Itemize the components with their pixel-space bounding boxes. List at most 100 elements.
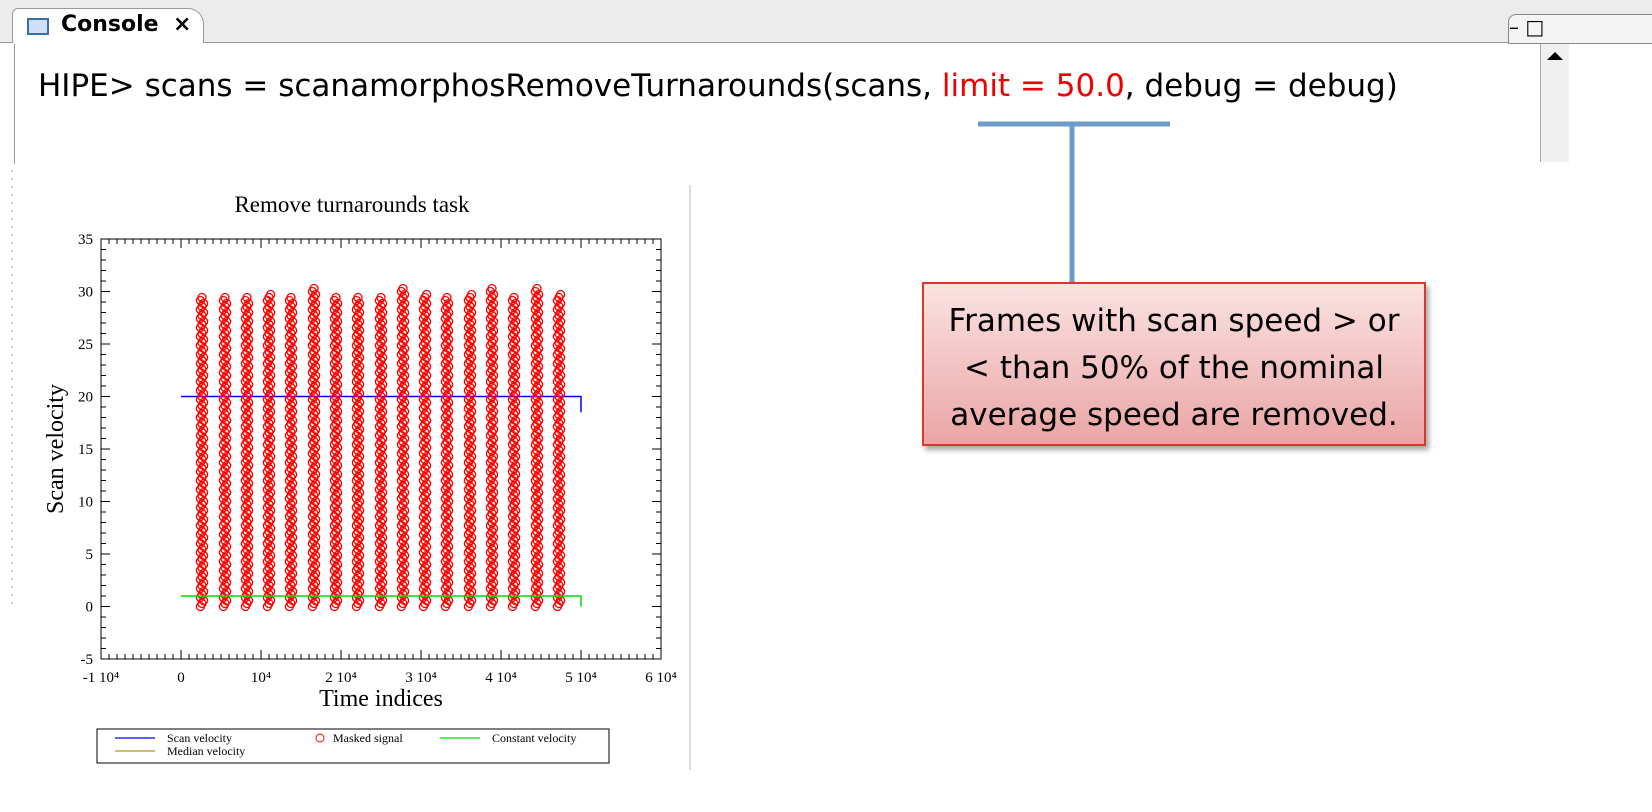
- marker-circle: [287, 550, 298, 561]
- marker-circle: [421, 397, 432, 408]
- marker-circle: [533, 568, 544, 579]
- marker-circle: [265, 514, 276, 525]
- x-tick-label: 3 10⁴: [405, 670, 436, 686]
- marker-circle: [466, 496, 477, 507]
- marker-circle: [265, 424, 276, 435]
- marker-circle: [354, 316, 365, 327]
- marker-circle: [510, 523, 521, 534]
- marker-circle: [309, 283, 319, 294]
- marker-circle: [243, 370, 254, 381]
- marker-circle: [198, 352, 209, 363]
- marker-circle: [198, 325, 209, 336]
- marker-circle: [466, 523, 477, 534]
- marker-circle: [421, 289, 432, 300]
- marker-circle: [221, 370, 232, 381]
- marker-circle: [221, 550, 232, 561]
- marker-circle: [488, 532, 499, 543]
- marker-circle: [377, 406, 388, 417]
- marker-circle: [243, 460, 254, 471]
- marker-circle: [555, 460, 566, 471]
- marker-circle: [265, 550, 276, 561]
- marker-circle: [221, 298, 232, 309]
- marker-circle: [488, 451, 499, 462]
- marker-circle: [399, 559, 410, 570]
- marker-circle: [354, 442, 365, 453]
- marker-circle: [533, 325, 544, 336]
- marker-circle: [555, 343, 566, 354]
- marker-circle: [265, 433, 276, 444]
- marker-circle: [421, 469, 432, 480]
- marker-circle: [533, 559, 544, 570]
- marker-circle: [555, 514, 566, 525]
- marker-circle: [488, 424, 499, 435]
- marker-circle: [243, 487, 254, 498]
- marker-circle: [533, 496, 544, 507]
- console-tab[interactable]: Console ×: [12, 8, 204, 43]
- console-command: HIPE> scans = scanamorphosRemoveTurnarou…: [38, 68, 1398, 104]
- marker-circle: [310, 550, 321, 561]
- y-tick-label: 0: [86, 600, 94, 616]
- marker-circle: [399, 343, 410, 354]
- marker-circle: [310, 433, 321, 444]
- marker-circle: [310, 523, 321, 534]
- marker-circle: [466, 469, 477, 480]
- y-tick-label: -5: [81, 652, 94, 668]
- marker-circle: [421, 460, 432, 471]
- marker-circle: [533, 424, 544, 435]
- marker-circle: [399, 289, 410, 300]
- marker-circle: [221, 523, 232, 534]
- scrollbar[interactable]: [1540, 44, 1569, 162]
- marker-circle: [443, 352, 454, 363]
- marker-circle: [377, 379, 388, 390]
- marker-circle: [443, 505, 454, 516]
- marker-circle: [421, 559, 432, 570]
- marker-circle: [466, 361, 477, 372]
- marker-circle: [221, 577, 232, 588]
- marker-circle: [377, 397, 388, 408]
- marker-circle: [354, 307, 365, 318]
- marker-circle: [510, 424, 521, 435]
- tab-close[interactable]: ×: [173, 12, 192, 37]
- marker-circle: [287, 361, 298, 372]
- marker-circle: [287, 523, 298, 534]
- marker-circle: [555, 352, 566, 363]
- marker-circle: [399, 505, 410, 516]
- marker-circle: [310, 496, 321, 507]
- marker-circle: [555, 361, 566, 372]
- marker-circle: [221, 496, 232, 507]
- marker-circle: [488, 289, 499, 300]
- marker-circle: [221, 442, 232, 453]
- marker-circle: [354, 478, 365, 489]
- marker-circle: [443, 523, 454, 534]
- marker-circle: [332, 388, 343, 399]
- marker-circle: [332, 379, 343, 390]
- legend-label: Constant velocity: [492, 731, 576, 745]
- marker-circle: [510, 541, 521, 552]
- scroll-up[interactable]: [1547, 52, 1563, 60]
- y-tick-label: 35: [78, 232, 93, 248]
- marker-circle: [221, 343, 232, 354]
- marker-circle: [354, 352, 365, 363]
- marker-circle: [488, 388, 499, 399]
- marker-circle: [466, 424, 477, 435]
- marker-circle: [198, 451, 209, 462]
- marker-circle: [354, 397, 365, 408]
- marker-circle: [510, 577, 521, 588]
- marker-circle: [466, 550, 477, 561]
- marker-circle: [466, 460, 477, 471]
- marker-circle: [421, 298, 432, 309]
- window-buttons[interactable]: – □: [1508, 14, 1652, 44]
- marker-circle: [399, 406, 410, 417]
- marker-circle: [243, 442, 254, 453]
- marker-circle: [221, 334, 232, 345]
- marker-circle: [310, 334, 321, 345]
- marker-circle: [488, 397, 499, 408]
- marker-circle: [287, 397, 298, 408]
- marker-circle: [510, 334, 521, 345]
- marker-circle: [221, 361, 232, 372]
- marker-circle: [399, 496, 410, 507]
- marker-circle: [198, 370, 209, 381]
- marker-circle: [421, 541, 432, 552]
- marker-circle: [466, 316, 477, 327]
